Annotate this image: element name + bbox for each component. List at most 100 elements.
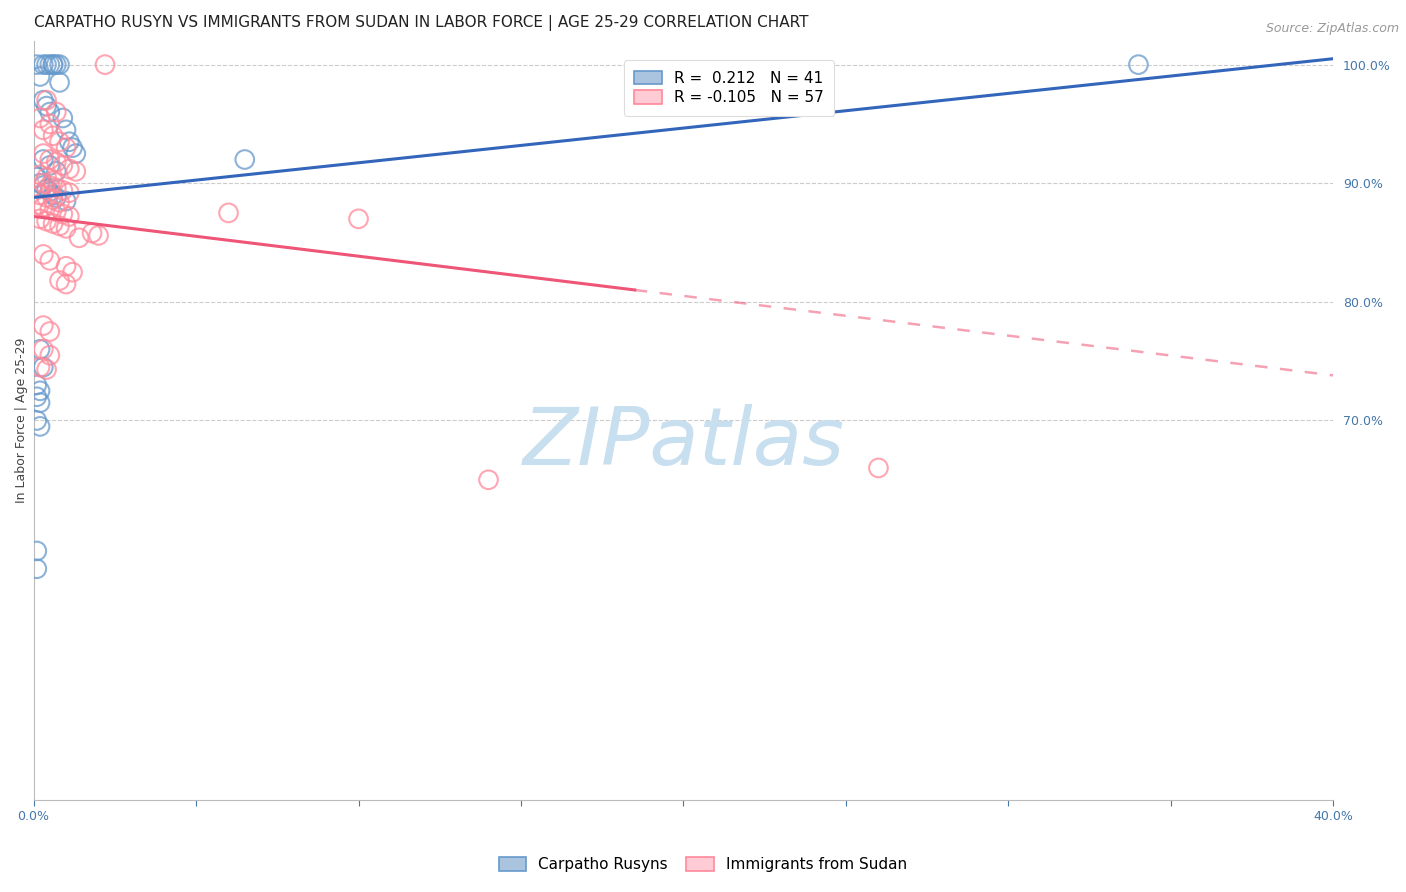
Point (32, 57, 55, 71)
Point (55, 277, 77, 291)
Point (45, 204, 67, 219)
Point (25, 413, 48, 427)
Point (48, 195, 70, 210)
Point (45, 181, 67, 195)
Point (48, 219, 70, 233)
Point (32, 247, 55, 261)
Point (32, 176, 55, 190)
Point (32, 318, 55, 333)
Point (52, 183, 75, 197)
Point (38, 153, 60, 167)
Point (38, 105, 60, 120)
Point (1128, 57, 1150, 71)
Point (62, 141, 84, 155)
Point (65, 146, 87, 161)
Point (233, 153, 256, 167)
Point (48, 57, 70, 71)
Point (347, 211, 370, 226)
Point (28, 168, 51, 182)
Point (868, 461, 890, 475)
Text: Source: ZipAtlas.com: Source: ZipAtlas.com (1265, 22, 1399, 36)
Point (32, 360, 55, 375)
Text: ZIPatlas: ZIPatlas (523, 404, 845, 483)
Point (45, 164, 67, 178)
Point (55, 194, 77, 208)
Point (32, 343, 55, 357)
Point (28, 176, 51, 190)
Point (28, 70, 51, 84)
Point (28, 111, 51, 125)
Point (38, 57, 60, 71)
Point (55, 123, 77, 137)
Point (45, 105, 67, 120)
Point (28, 188, 51, 202)
Point (25, 544, 48, 558)
Point (38, 185, 60, 199)
Point (45, 57, 67, 71)
Point (32, 146, 55, 161)
Point (32, 123, 55, 137)
Point (35, 190, 58, 204)
Point (28, 395, 51, 409)
Point (25, 562, 48, 576)
Point (42, 57, 65, 71)
Point (42, 174, 65, 188)
Point (35, 170, 58, 185)
Point (38, 178, 60, 193)
Point (25, 170, 48, 185)
Point (38, 348, 60, 362)
Point (35, 362, 58, 376)
Point (42, 57, 65, 71)
Point (25, 390, 48, 404)
Point (28, 211, 51, 226)
Point (42, 217, 65, 231)
Point (35, 93, 58, 107)
Point (25, 197, 48, 211)
Point (55, 141, 77, 155)
Point (25, 377, 48, 392)
Point (38, 325, 60, 339)
Point (38, 158, 60, 172)
Point (58, 210, 80, 224)
Point (35, 57, 58, 71)
Point (48, 135, 70, 149)
Legend: R =  0.212   N = 41, R = -0.105   N = 57: R = 0.212 N = 41, R = -0.105 N = 57 (623, 60, 834, 116)
Point (58, 186, 80, 200)
Point (38, 253, 60, 268)
Point (45, 190, 67, 204)
Point (35, 182, 58, 196)
Point (94, 57, 117, 71)
Point (28, 343, 51, 357)
Point (25, 57, 48, 71)
Point (58, 135, 80, 149)
Point (35, 99, 58, 113)
Point (48, 75, 70, 89)
Point (45, 154, 67, 169)
Point (28, 384, 51, 398)
Point (35, 214, 58, 228)
Text: CARPATHO RUSYN VS IMMIGRANTS FROM SUDAN IN LABOR FORCE | AGE 25-29 CORRELATION C: CARPATHO RUSYN VS IMMIGRANTS FROM SUDAN … (34, 15, 808, 31)
Point (42, 193, 65, 207)
Point (58, 161, 80, 176)
Point (28, 419, 51, 434)
Y-axis label: In Labor Force | Age 25-29: In Labor Force | Age 25-29 (15, 338, 28, 503)
Point (65, 164, 87, 178)
Point (48, 273, 70, 287)
Point (67, 231, 90, 245)
Point (42, 128, 65, 143)
Point (52, 111, 75, 125)
Point (218, 206, 240, 220)
Point (42, 188, 65, 202)
Point (32, 178, 55, 193)
Point (38, 202, 60, 217)
Point (55, 221, 77, 235)
Point (80, 226, 103, 240)
Point (477, 473, 499, 487)
Point (28, 360, 51, 375)
Point (32, 153, 55, 167)
Point (52, 158, 75, 172)
Legend: Carpatho Rusyns, Immigrants from Sudan: Carpatho Rusyns, Immigrants from Sudan (491, 849, 915, 880)
Point (38, 117, 60, 131)
Point (52, 207, 75, 221)
Point (87, 228, 110, 243)
